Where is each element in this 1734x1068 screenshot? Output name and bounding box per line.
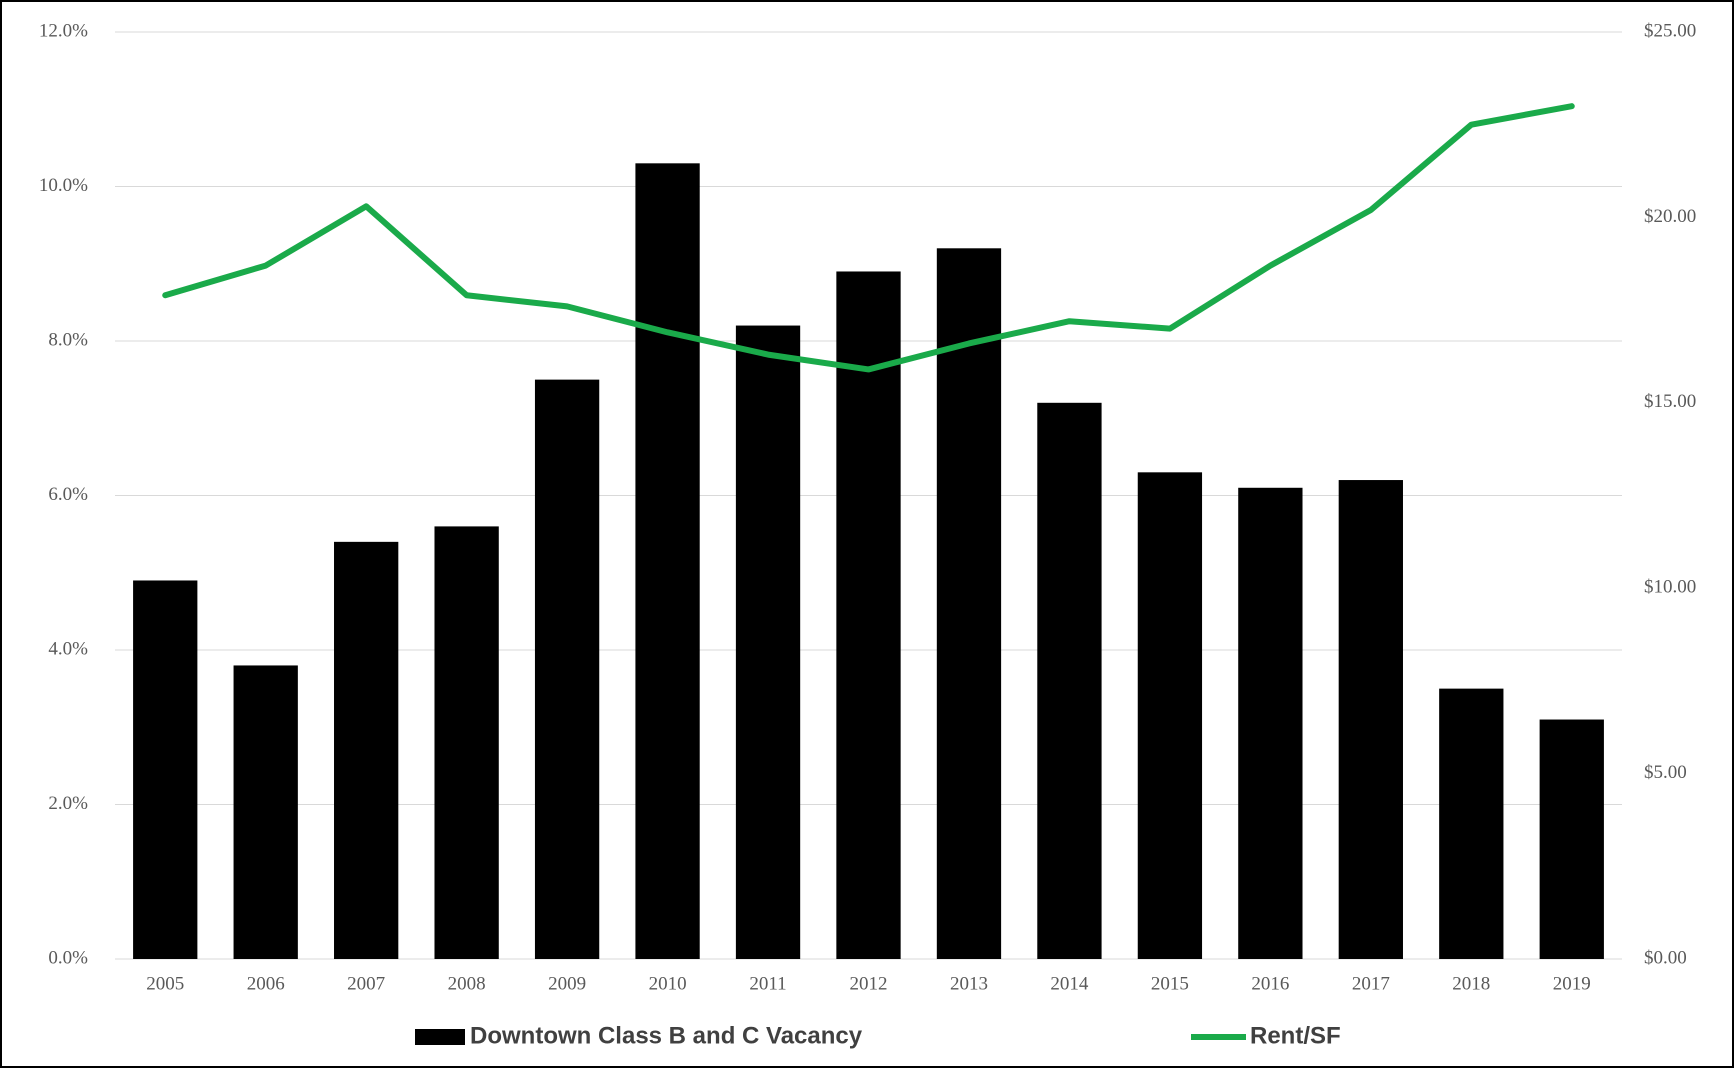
- bar: [1238, 487, 1303, 959]
- bar: [1338, 480, 1403, 959]
- bar: [434, 526, 499, 959]
- y-tick-label: 10.0%: [39, 175, 88, 196]
- legend-swatch: [415, 1029, 465, 1045]
- bar: [936, 248, 1002, 960]
- x-tick-label: 2017: [1352, 973, 1390, 994]
- y-tick-label: 6.0%: [48, 484, 88, 505]
- bar: [635, 163, 700, 959]
- bar: [836, 271, 901, 960]
- bar: [334, 541, 399, 959]
- y2-tick-label: $15.00: [1644, 391, 1696, 412]
- bar: [735, 325, 801, 959]
- bar: [1439, 688, 1504, 959]
- bar: [1539, 719, 1604, 959]
- y-tick-label: 4.0%: [48, 638, 88, 659]
- y2-tick-label: $20.00: [1644, 206, 1696, 227]
- x-tick-label: 2015: [1151, 973, 1189, 994]
- y2-tick-label: $0.00: [1644, 947, 1687, 968]
- y2-tick-label: $10.00: [1644, 577, 1696, 598]
- x-tick-label: 2013: [950, 973, 988, 994]
- x-tick-label: 2010: [649, 973, 687, 994]
- legend-label: Rent/SF: [1250, 1022, 1341, 1049]
- x-tick-label: 2005: [146, 973, 184, 994]
- bar: [1037, 402, 1102, 959]
- x-tick-label: 2011: [749, 973, 786, 994]
- y-tick-label: 8.0%: [48, 329, 88, 350]
- bar: [534, 379, 600, 959]
- bar: [1137, 472, 1203, 959]
- y-tick-label: 2.0%: [48, 793, 88, 814]
- y-tick-label: 0.0%: [48, 947, 88, 968]
- y2-tick-label: $5.00: [1644, 762, 1687, 783]
- x-tick-label: 2014: [1050, 973, 1089, 994]
- legend-label: Downtown Class B and C Vacancy: [470, 1022, 863, 1049]
- x-tick-label: 2016: [1251, 973, 1289, 994]
- x-tick-label: 2018: [1452, 973, 1490, 994]
- bar: [133, 580, 198, 959]
- x-tick-label: 2007: [347, 973, 385, 994]
- line: [162, 103, 1575, 373]
- x-tick-label: 2006: [247, 973, 285, 994]
- y2-tick-label: $25.00: [1644, 20, 1696, 41]
- x-tick-label: 2012: [850, 973, 888, 994]
- x-tick-label: 2008: [448, 973, 486, 994]
- x-tick-label: 2009: [548, 973, 586, 994]
- y-tick-label: 12.0%: [39, 20, 88, 41]
- x-tick-label: 2019: [1553, 973, 1591, 994]
- bar: [233, 665, 298, 959]
